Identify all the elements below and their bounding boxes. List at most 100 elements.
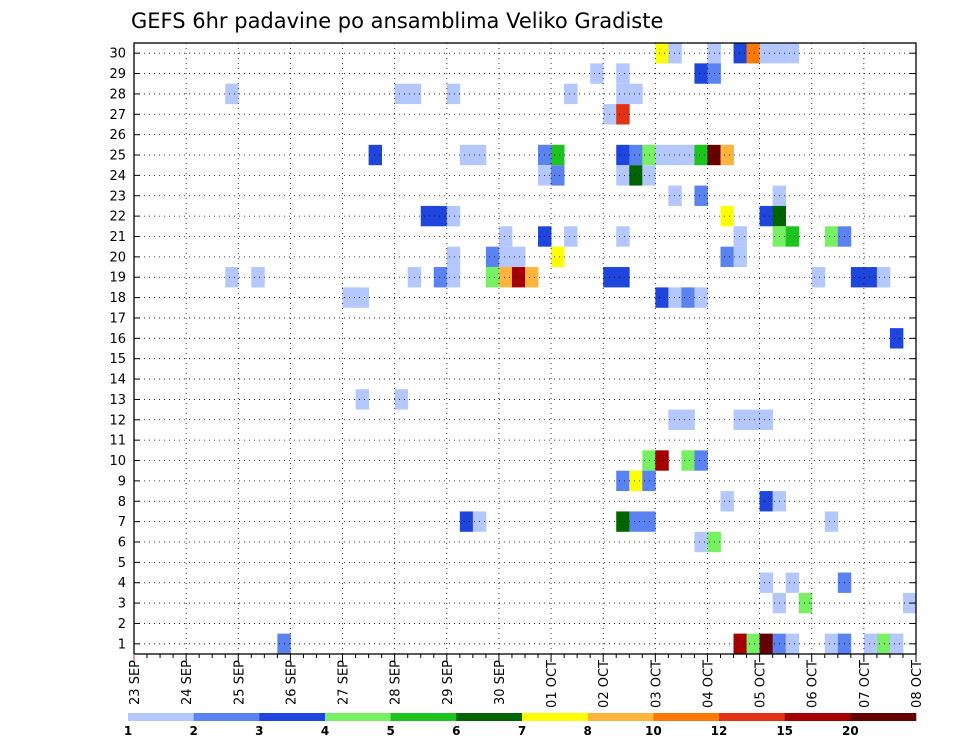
precip-cell	[355, 389, 369, 410]
x-tick-label: 26 SEP	[284, 660, 299, 705]
data-cells	[225, 43, 917, 654]
precip-cell	[564, 226, 578, 247]
precip-cell	[459, 144, 474, 166]
precip-cell	[616, 63, 630, 84]
colorbar-swatch	[325, 713, 391, 721]
precip-cell	[668, 409, 682, 430]
precip-cell	[889, 633, 904, 654]
precip-cell	[720, 205, 734, 227]
y-tick-label: 18	[109, 291, 126, 306]
y-tick-label: 26	[109, 128, 126, 143]
precip-cell	[681, 144, 695, 166]
y-tick-label: 12	[109, 413, 126, 428]
y-tick-label: 3	[118, 597, 126, 612]
precip-cell	[355, 287, 369, 308]
precip-cell	[511, 267, 526, 288]
precip-cell	[511, 246, 526, 268]
colorbar-swatch	[128, 713, 194, 721]
precip-cell	[616, 267, 630, 288]
colorbar-swatch	[653, 713, 720, 721]
precip-cell	[394, 389, 409, 410]
precip-cell	[785, 226, 800, 247]
y-tick-label: 5	[118, 556, 126, 571]
precip-cell	[694, 287, 708, 308]
x-tick-label: 02 OCT	[597, 660, 612, 708]
precip-cell	[629, 165, 643, 186]
colorbar-swatch	[390, 713, 457, 721]
precip-cell	[485, 267, 500, 288]
y-tick-label: 23	[109, 189, 126, 204]
precip-cell	[446, 267, 461, 288]
precip-cell	[616, 511, 630, 532]
precip-cell	[668, 287, 682, 308]
x-tick-label: 06 OCT	[806, 660, 821, 708]
precip-cell	[616, 226, 630, 247]
colorbar-label: 12	[711, 724, 728, 738]
precip-cell	[681, 450, 695, 471]
precip-cell	[629, 470, 643, 492]
precip-cell	[498, 267, 513, 288]
precip-cell	[551, 165, 565, 186]
x-axis: 23 SEP 24 SEP 25 SEP 26 SEP 27 SEP 28 SEP 29 S…	[128, 654, 925, 708]
precip-cell	[616, 165, 630, 186]
precip-cell	[394, 83, 409, 105]
precip-cell	[525, 267, 539, 288]
precip-cell	[420, 205, 435, 227]
y-tick-label: 9	[118, 474, 126, 489]
colorbar-label: 2	[189, 724, 197, 738]
y-tick-label: 30	[109, 47, 126, 62]
colorbar-label: 6	[452, 724, 460, 738]
precip-cell	[733, 246, 747, 268]
precip-cell	[850, 267, 865, 288]
colorbar-label: 8	[583, 724, 591, 738]
precip-cell	[655, 450, 669, 471]
y-tick-label: 13	[109, 393, 126, 408]
precip-cell	[759, 633, 774, 654]
grid-lines	[134, 43, 916, 654]
precip-cell	[785, 43, 800, 64]
precip-cell	[694, 63, 708, 84]
x-tick-label: 08 OCT	[910, 660, 925, 708]
precip-cell	[446, 83, 461, 105]
colorbar-label: 20	[842, 724, 859, 738]
y-tick-label: 27	[109, 108, 126, 123]
precip-cell	[433, 267, 448, 288]
colorbar-label: 10	[645, 724, 662, 738]
x-tick-label: 04 OCT	[701, 660, 716, 708]
colorbar: 1 2 3 4 5 6 7 8 10 12 15 20	[124, 713, 917, 738]
precip-cell	[446, 246, 461, 268]
colorbar-swatch	[522, 713, 588, 721]
y-tick-label: 7	[118, 515, 126, 530]
y-tick-label: 16	[109, 332, 126, 347]
precip-cell	[459, 511, 474, 532]
precip-cell	[368, 144, 383, 166]
precip-cell	[681, 287, 695, 308]
precip-cell	[694, 185, 708, 206]
colorbar-label: 7	[518, 724, 526, 738]
y-tick-label: 15	[109, 352, 126, 367]
colorbar-swatch	[587, 713, 654, 721]
precip-cell	[824, 226, 839, 247]
precip-cell	[616, 470, 630, 492]
precip-cell	[759, 491, 774, 512]
y-tick-label: 28	[109, 87, 126, 102]
y-tick-label: 17	[109, 311, 126, 326]
precip-cell	[720, 246, 734, 268]
y-tick-label: 20	[109, 250, 126, 265]
precip-cell	[498, 246, 513, 268]
y-tick-label: 10	[109, 454, 126, 469]
colorbar-label: 15	[776, 724, 793, 738]
y-tick-label: 11	[109, 434, 126, 449]
x-tick-label: 29 SEP	[441, 660, 456, 705]
precip-cell	[876, 267, 891, 288]
precip-cell	[889, 328, 904, 349]
colorbar-swatch	[784, 713, 851, 721]
x-tick-label: 05 OCT	[754, 660, 769, 708]
precip-cell	[746, 409, 760, 430]
precip-cell	[824, 633, 839, 654]
precip-cell	[694, 144, 708, 166]
precip-cell	[824, 511, 839, 532]
x-tick-label: 30 SEP	[493, 660, 508, 705]
y-tick-label: 25	[109, 149, 126, 164]
